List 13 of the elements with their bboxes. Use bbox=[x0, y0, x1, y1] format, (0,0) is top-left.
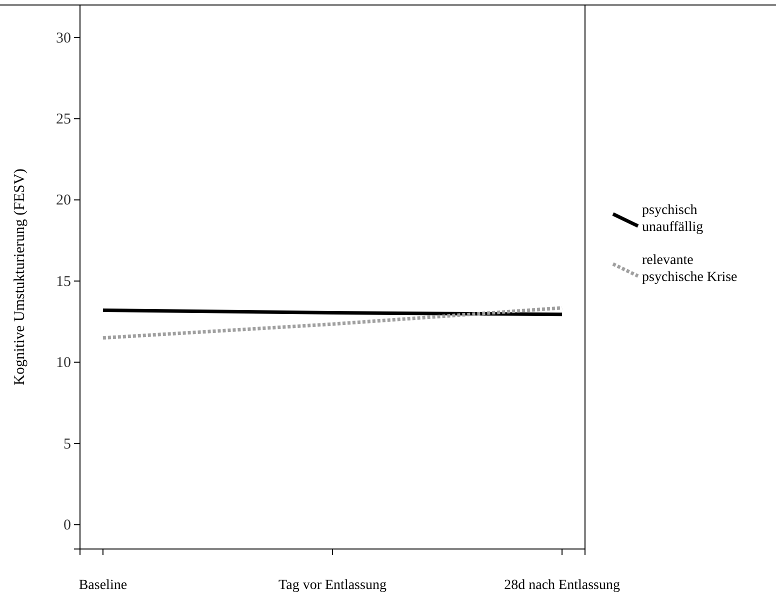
legend-label: relevante psychische Krise bbox=[642, 253, 738, 285]
y-tick-label: 0 bbox=[64, 517, 71, 534]
y-tick-label: 5 bbox=[64, 436, 71, 452]
y-axis-title: Kognitive Umstukturierung (FESV) bbox=[12, 168, 28, 386]
legend-label: psychisch unauffällig bbox=[642, 203, 704, 235]
x-tick-label: 28d nach Entlassung bbox=[504, 578, 620, 593]
y-tick-label: 10 bbox=[56, 355, 71, 372]
x-tick-label: Tag vor Entlassung bbox=[278, 578, 386, 593]
y-tick-label: 25 bbox=[56, 111, 71, 128]
y-tick-label: 15 bbox=[56, 274, 71, 290]
y-tick-label: 30 bbox=[56, 30, 71, 46]
y-tick-label: 20 bbox=[56, 192, 71, 209]
x-tick-label: Baseline bbox=[78, 578, 128, 593]
